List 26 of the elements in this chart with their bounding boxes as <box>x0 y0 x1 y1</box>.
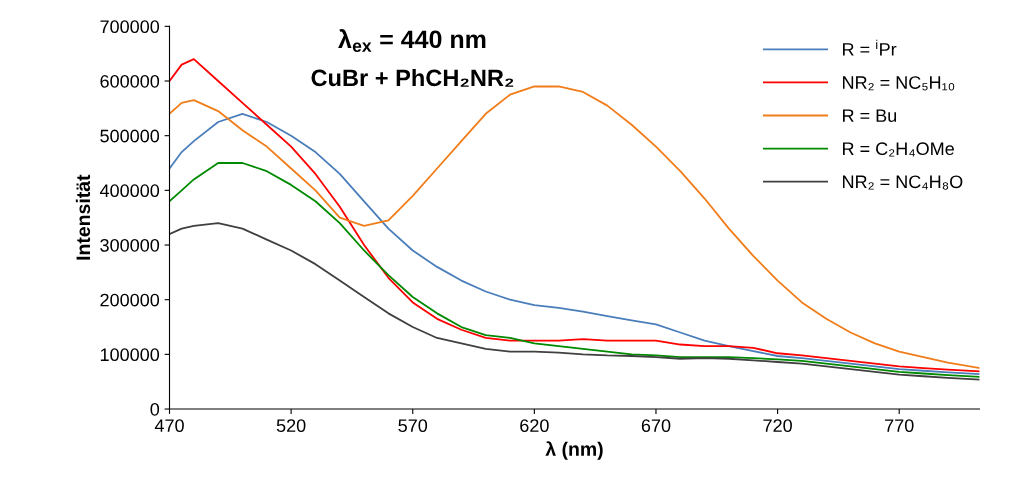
x-axis-title: λ (nm) <box>545 441 603 460</box>
y-axis-title: Intensität <box>75 174 91 260</box>
y-tick-label: 100000 <box>100 348 160 362</box>
x-tick-label: 470 <box>154 419 184 433</box>
chart-title: λ$_{ex}$ = 440 nm <box>338 29 486 53</box>
x-tick-label: 570 <box>398 419 428 433</box>
y-tick-label: 700000 <box>100 20 160 34</box>
legend-label: R = Bu <box>843 109 897 123</box>
x-tick-label: 520 <box>276 419 306 433</box>
y-tick-label: 200000 <box>100 293 160 307</box>
y-tick-label: 600000 <box>100 74 160 88</box>
line-series <box>169 162 980 378</box>
x-tick-label: 620 <box>520 419 549 433</box>
line-series <box>169 222 980 381</box>
y-tick-label: 0 <box>150 402 160 416</box>
text: CuBr + PhCH₂NR₂ <box>311 68 514 87</box>
x-tick-label: 770 <box>885 419 914 433</box>
y-tick-label: 300000 <box>100 238 160 252</box>
legend-label: NR₂ = NC₄H₈O <box>843 175 963 190</box>
legend-label: R = C₂H₄OMe <box>843 142 954 157</box>
legend-label: NR₂ = NC₅H₁₀ <box>843 76 955 91</box>
legend-label: R = $^{i}$Pr <box>843 39 897 56</box>
x-tick-label: 720 <box>763 419 792 433</box>
x-tick-label: 670 <box>641 419 671 433</box>
y-tick-label: 400000 <box>99 184 160 198</box>
y-tick-label: 500000 <box>100 129 160 143</box>
